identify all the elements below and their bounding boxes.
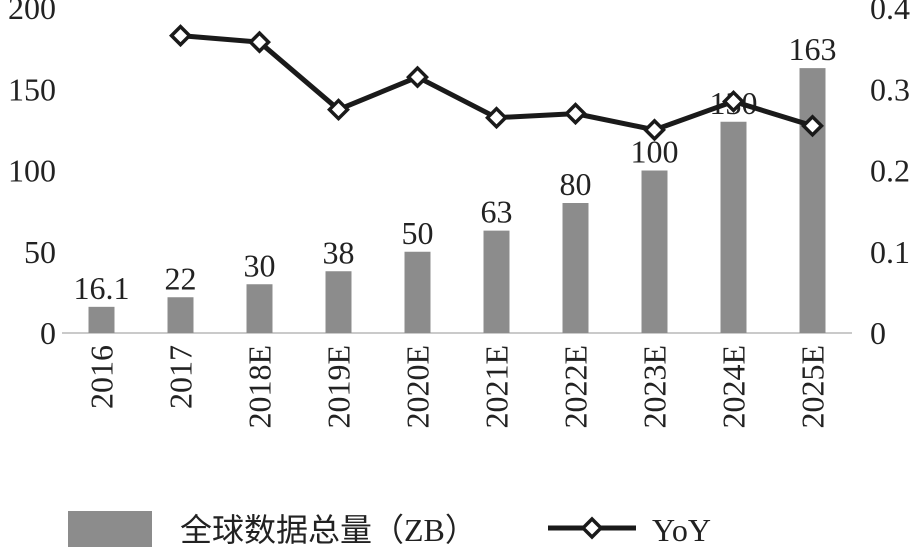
bar-series	[88, 68, 826, 333]
x-axis-tick-label: 2020E	[400, 345, 436, 429]
left-axis-tick-label: 0	[40, 315, 56, 351]
bar	[483, 230, 510, 333]
bar	[720, 121, 747, 333]
right-axis-tick-label: 0.4	[870, 0, 910, 26]
right-axis-tick-label: 0.3	[870, 71, 910, 107]
bar-data-label: 80	[560, 166, 592, 202]
left-axis-tick-label: 150	[8, 71, 56, 107]
legend-label-bars: 全球数据总量（ZB）	[180, 512, 477, 548]
left-axis-tick-label: 100	[8, 153, 56, 189]
yoy-point	[485, 106, 508, 130]
x-axis-tick-label: 2024E	[716, 345, 752, 429]
legend: 全球数据总量（ZB） YoY	[68, 511, 711, 548]
x-axis-tick-label: 2018E	[242, 345, 278, 429]
legend-swatch-marker	[580, 516, 604, 540]
yoy-point	[406, 65, 429, 89]
bar	[641, 170, 668, 333]
bar-data-label: 63	[481, 194, 513, 230]
x-axis-tick-label: 2019E	[321, 345, 357, 429]
yoy-point	[327, 98, 350, 122]
x-axis-tick-label: 2017	[163, 345, 199, 409]
bar-data-label: 22	[165, 260, 197, 296]
right-axis: 0 0.1 0.2 0.3 0.4	[870, 0, 910, 351]
bar	[562, 203, 589, 333]
bar-data-label: 163	[789, 31, 837, 67]
yoy-point	[722, 89, 745, 113]
bar	[88, 306, 115, 333]
yoy-point	[801, 114, 824, 138]
right-axis-tick-label: 0.1	[870, 234, 910, 270]
x-axis-tick-label: 2021E	[479, 345, 515, 429]
right-axis-tick-label: 0.2	[870, 153, 910, 189]
bar	[404, 251, 431, 333]
left-axis-tick-label: 200	[8, 0, 56, 26]
yoy-point	[564, 102, 587, 126]
left-axis: 0 50 100 150 200	[8, 0, 56, 351]
bar	[799, 68, 826, 333]
bar	[246, 284, 273, 333]
x-axis-tick-labels: 2016 2017 2018E 2019E 2020E 2021E 2022E 2023E 20…	[84, 345, 831, 429]
legend-label-line: YoY	[652, 512, 711, 548]
x-axis-tick-label: 2016	[84, 345, 120, 409]
bar-data-label: 16.1	[74, 270, 130, 306]
bar	[325, 271, 352, 333]
yoy-line-series	[169, 24, 824, 142]
right-axis-tick-label: 0	[870, 315, 886, 351]
bar-data-label: 38	[323, 234, 355, 270]
bar-data-label: 50	[402, 215, 434, 251]
yoy-point	[643, 118, 666, 142]
left-axis-tick-label: 50	[24, 234, 56, 270]
x-axis-tick-label: 2023E	[637, 345, 673, 429]
legend-swatch-bars	[68, 511, 152, 547]
yoy-point	[169, 24, 192, 48]
bar-data-label: 30	[244, 247, 276, 283]
x-axis-tick-label: 2025E	[795, 345, 831, 429]
yoy-point	[248, 30, 271, 54]
bar	[167, 297, 194, 333]
x-axis-tick-label: 2022E	[558, 345, 594, 429]
